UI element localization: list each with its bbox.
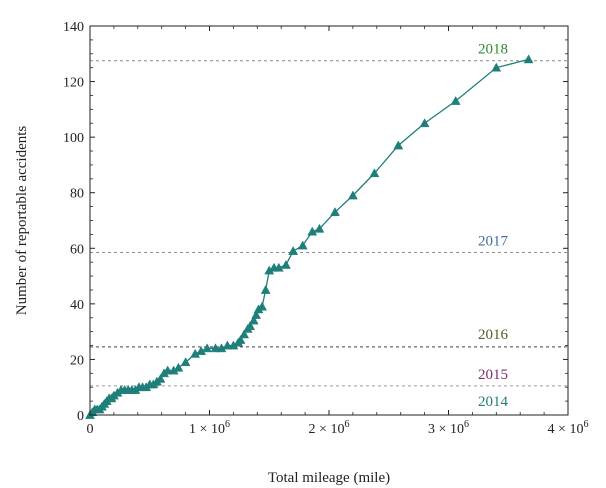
- data-point: [273, 262, 284, 272]
- year-label-2015: 2015: [478, 367, 508, 383]
- y-tick-label: 60: [70, 242, 84, 257]
- data-point: [235, 334, 246, 344]
- axes: 0 20 40 60 80 100 120 140 0 1 × 106 2 × 106 3 × 106…: [63, 20, 588, 437]
- data-series: [85, 54, 534, 419]
- data-point: [307, 226, 318, 236]
- data-point: [297, 240, 308, 250]
- x-tick-label: 3 × 106: [428, 419, 469, 437]
- data-point: [369, 168, 380, 178]
- data-point: [248, 315, 259, 325]
- x-axis-title: Total mileage (mile): [268, 470, 390, 486]
- data-point: [281, 259, 291, 269]
- y-tick-label: 0: [77, 409, 84, 424]
- y-tick-label: 140: [63, 20, 84, 35]
- plot-frame: [89, 25, 569, 416]
- x-tick-label: 2 × 106: [309, 419, 350, 437]
- data-point: [222, 340, 233, 350]
- data-point: [239, 329, 250, 339]
- data-point: [314, 223, 325, 233]
- reference-lines: 2018 2017 2016 2015 2014: [90, 42, 568, 410]
- data-point: [245, 321, 256, 330]
- data-point: [180, 357, 191, 367]
- year-label-2017: 2017: [478, 233, 509, 249]
- data-point: [251, 309, 262, 319]
- data-point: [260, 284, 271, 294]
- data-point: [173, 362, 184, 372]
- y-tick-label: 40: [70, 298, 84, 313]
- data-point: [257, 301, 268, 311]
- x-tick-label: 1 × 106: [189, 419, 230, 437]
- data-point: [450, 96, 461, 105]
- y-tick-label: 120: [63, 76, 84, 91]
- data-point: [288, 246, 299, 255]
- data-point: [210, 343, 221, 353]
- data-point: [419, 118, 430, 128]
- data-point: [393, 140, 404, 150]
- x-tick-label: 0: [87, 422, 94, 437]
- data-point: [347, 190, 358, 200]
- data-point: [330, 207, 340, 217]
- year-label-2014: 2014: [478, 394, 509, 410]
- year-label-2016: 2016: [478, 327, 509, 343]
- data-point: [155, 373, 166, 383]
- series-line: [89, 58, 529, 416]
- data-point: [523, 54, 534, 64]
- data-point: [162, 365, 173, 375]
- data-point: [491, 62, 502, 72]
- year-label-2018: 2018: [478, 42, 508, 58]
- y-tick-label: 80: [70, 187, 84, 202]
- y-axis-title: Number of reportable accidents: [14, 126, 30, 316]
- y-tick-label: 100: [63, 131, 84, 146]
- data-point: [202, 343, 213, 353]
- y-tick-label: 20: [70, 353, 84, 368]
- x-tick-label: 4 × 106: [548, 419, 589, 437]
